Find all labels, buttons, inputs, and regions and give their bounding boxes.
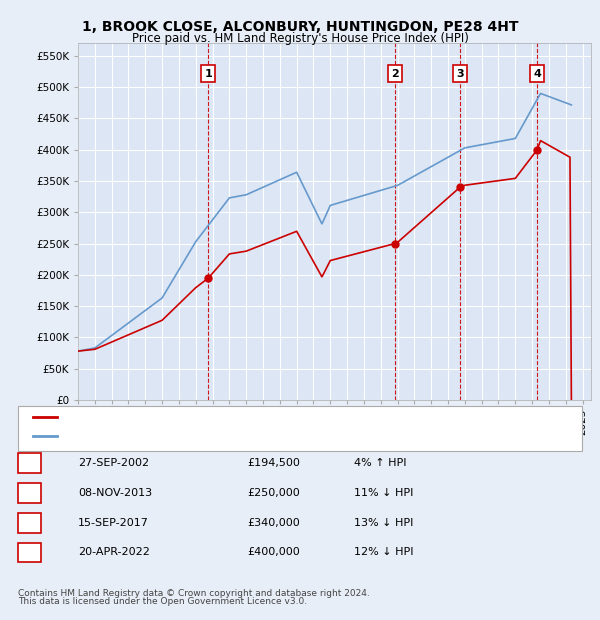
Text: 15-SEP-2017: 15-SEP-2017 <box>78 518 149 528</box>
Text: 11% ↓ HPI: 11% ↓ HPI <box>354 488 413 498</box>
Text: £194,500: £194,500 <box>247 458 300 468</box>
Text: Contains HM Land Registry data © Crown copyright and database right 2024.: Contains HM Land Registry data © Crown c… <box>18 589 370 598</box>
Text: Price paid vs. HM Land Registry's House Price Index (HPI): Price paid vs. HM Land Registry's House … <box>131 32 469 45</box>
Text: £400,000: £400,000 <box>247 547 300 557</box>
Text: HPI: Average price, detached house, Huntingdonshire: HPI: Average price, detached house, Hunt… <box>60 431 340 441</box>
Text: 4: 4 <box>533 69 541 79</box>
Text: 1: 1 <box>205 69 212 79</box>
Text: 13% ↓ HPI: 13% ↓ HPI <box>354 518 413 528</box>
Text: 20-APR-2022: 20-APR-2022 <box>78 547 150 557</box>
Text: 1: 1 <box>26 458 33 468</box>
Text: 2: 2 <box>26 488 33 498</box>
Text: £340,000: £340,000 <box>247 518 300 528</box>
Text: This data is licensed under the Open Government Licence v3.0.: This data is licensed under the Open Gov… <box>18 597 307 606</box>
Text: 1, BROOK CLOSE, ALCONBURY, HUNTINGDON, PE28 4HT (detached house): 1, BROOK CLOSE, ALCONBURY, HUNTINGDON, P… <box>60 412 449 422</box>
Text: 12% ↓ HPI: 12% ↓ HPI <box>354 547 413 557</box>
Text: £250,000: £250,000 <box>247 488 300 498</box>
Text: 2: 2 <box>391 69 399 79</box>
Text: 1, BROOK CLOSE, ALCONBURY, HUNTINGDON, PE28 4HT: 1, BROOK CLOSE, ALCONBURY, HUNTINGDON, P… <box>82 20 518 34</box>
Text: 3: 3 <box>456 69 464 79</box>
Text: 3: 3 <box>26 518 33 528</box>
Text: 08-NOV-2013: 08-NOV-2013 <box>78 488 152 498</box>
Text: 27-SEP-2002: 27-SEP-2002 <box>78 458 149 468</box>
Text: 4% ↑ HPI: 4% ↑ HPI <box>354 458 407 468</box>
Text: 4: 4 <box>25 547 34 557</box>
